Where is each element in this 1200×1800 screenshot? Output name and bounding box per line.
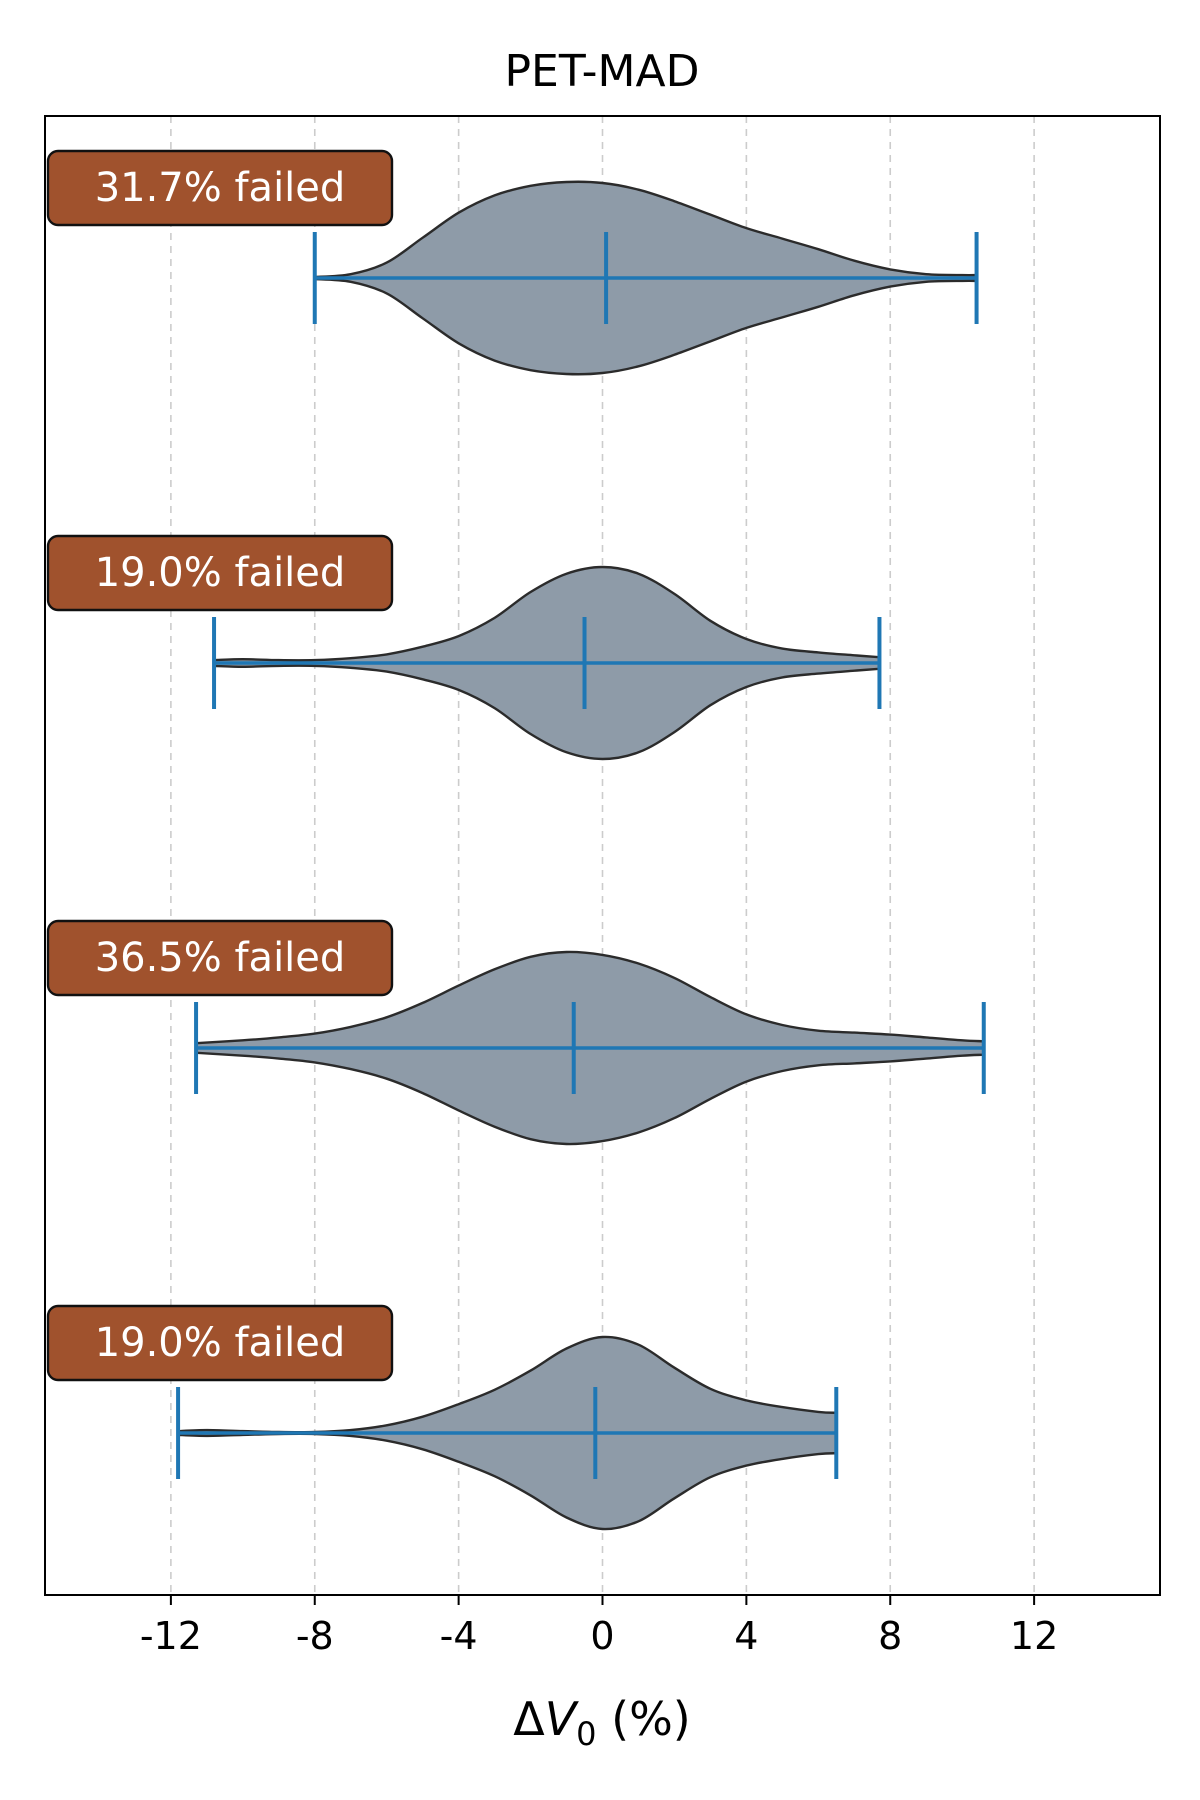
x-axis-label-unit: (%) [597,1692,691,1746]
failure-badges: 31.7% failed 19.0% failed 36.5% failed 19.0… [46,149,394,1382]
badge-box [46,1304,394,1382]
failed-badge: 31.7% failed [46,149,394,227]
chart-title: PET-MAD [505,46,700,97]
x-tick-label: -8 [296,1614,334,1658]
badge-label: 31.7% failed [95,165,346,211]
x-tick-label: -4 [440,1614,478,1658]
badge-label: 19.0% failed [95,550,346,596]
violins [176,180,986,1531]
badge-label: 19.0% failed [95,1320,346,1366]
badge-box [46,919,394,997]
badge-box [46,534,394,612]
x-tick-label: 8 [878,1614,902,1658]
x-axis-ticks: -12 -8 -4 0 4 8 12 [140,1595,1058,1658]
x-axis-label-delta: Δ [513,1692,545,1746]
violin-4 [176,1335,839,1531]
x-axis-label: ΔV0 (%) [513,1692,691,1753]
failed-badge: 19.0% failed [46,1304,394,1382]
violin-1 [312,180,979,376]
x-tick-label: 0 [590,1614,614,1658]
x-axis-label-variable: V [545,1692,580,1746]
failed-badge: 19.0% failed [46,534,394,612]
failed-badge: 36.5% failed [46,919,394,997]
x-tick-label: 12 [1010,1614,1058,1658]
badge-box [46,149,394,227]
violin-3 [194,950,986,1146]
x-tick-label: 4 [734,1614,758,1658]
badge-label: 36.5% failed [95,935,346,981]
violin-2 [212,565,882,761]
x-axis-label-subscript: 0 [576,1715,596,1753]
x-tick-label: -12 [140,1614,202,1658]
